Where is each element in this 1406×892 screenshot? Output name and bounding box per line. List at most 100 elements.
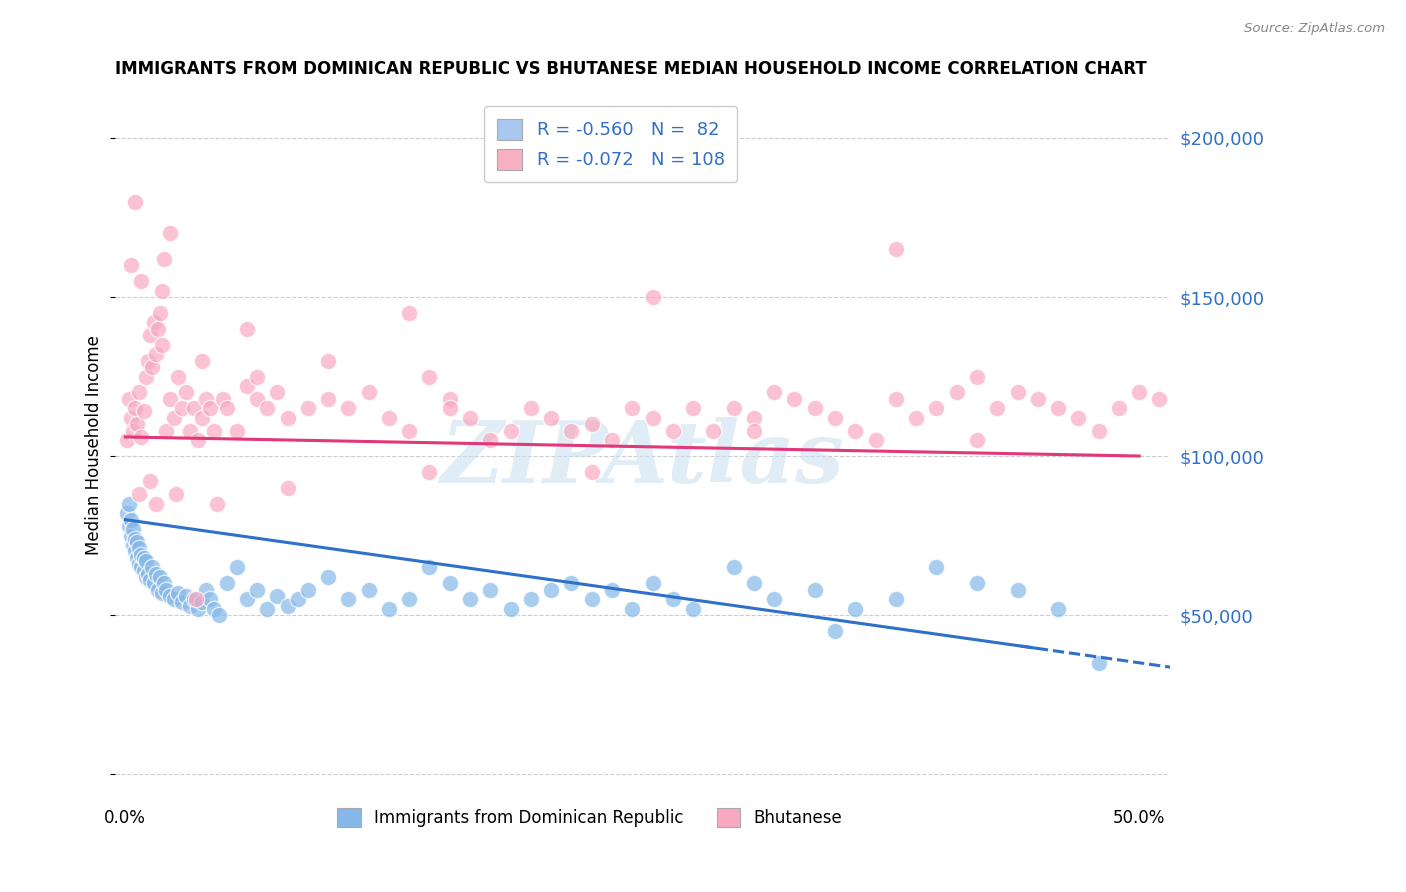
Point xyxy=(122,522,145,536)
Point xyxy=(204,601,226,615)
Point xyxy=(357,385,380,400)
Point xyxy=(316,353,339,368)
Point xyxy=(641,410,664,425)
Point xyxy=(136,566,159,581)
Point xyxy=(159,392,181,406)
Point xyxy=(378,601,401,615)
Point xyxy=(297,401,319,416)
Point xyxy=(439,576,461,591)
Point xyxy=(128,541,150,556)
Point xyxy=(179,599,201,613)
Point xyxy=(163,592,186,607)
Point xyxy=(159,589,181,603)
Point xyxy=(128,487,150,501)
Point xyxy=(167,586,190,600)
Point xyxy=(207,608,229,623)
Point xyxy=(138,573,160,587)
Point xyxy=(120,528,142,542)
Point xyxy=(118,519,141,533)
Point xyxy=(1067,410,1090,425)
Point xyxy=(174,385,197,400)
Point xyxy=(884,242,907,256)
Point xyxy=(118,392,141,406)
Point xyxy=(246,392,269,406)
Point xyxy=(1087,424,1109,438)
Point xyxy=(122,538,145,552)
Point xyxy=(966,369,988,384)
Point xyxy=(131,560,153,574)
Point xyxy=(124,544,146,558)
Point xyxy=(256,601,278,615)
Point xyxy=(641,290,664,304)
Point xyxy=(1047,601,1070,615)
Point xyxy=(191,353,214,368)
Point xyxy=(1007,385,1029,400)
Point xyxy=(560,424,582,438)
Point xyxy=(499,424,522,438)
Point xyxy=(149,306,172,320)
Point xyxy=(131,274,153,288)
Point xyxy=(581,465,603,479)
Point xyxy=(844,601,866,615)
Point xyxy=(1149,392,1171,406)
Point xyxy=(337,592,360,607)
Point xyxy=(183,592,205,607)
Point xyxy=(540,582,562,597)
Point xyxy=(439,401,461,416)
Point xyxy=(621,601,644,615)
Point xyxy=(170,401,193,416)
Point xyxy=(142,315,165,329)
Point xyxy=(155,582,177,597)
Point xyxy=(966,433,988,447)
Point xyxy=(149,570,172,584)
Point xyxy=(723,560,745,574)
Point xyxy=(204,424,226,438)
Point xyxy=(179,424,201,438)
Point xyxy=(128,557,150,571)
Point xyxy=(925,560,948,574)
Point xyxy=(1168,401,1191,416)
Point xyxy=(378,410,401,425)
Point xyxy=(165,487,187,501)
Point xyxy=(131,430,153,444)
Point xyxy=(276,481,298,495)
Point xyxy=(439,392,461,406)
Point xyxy=(884,592,907,607)
Point xyxy=(520,401,543,416)
Point xyxy=(128,385,150,400)
Point xyxy=(120,410,142,425)
Point xyxy=(120,258,142,272)
Point xyxy=(844,424,866,438)
Point xyxy=(803,582,825,597)
Point xyxy=(1007,582,1029,597)
Point xyxy=(150,586,173,600)
Point xyxy=(124,401,146,416)
Point xyxy=(287,592,309,607)
Point xyxy=(1047,401,1070,416)
Point xyxy=(159,227,181,241)
Point xyxy=(225,424,247,438)
Point xyxy=(662,424,685,438)
Point xyxy=(662,592,685,607)
Point xyxy=(127,535,149,549)
Point xyxy=(986,401,1008,416)
Point xyxy=(167,369,190,384)
Point xyxy=(246,369,269,384)
Point xyxy=(200,401,222,416)
Point xyxy=(183,401,205,416)
Point xyxy=(966,576,988,591)
Point xyxy=(884,392,907,406)
Point xyxy=(581,592,603,607)
Point xyxy=(215,576,238,591)
Point xyxy=(187,601,209,615)
Y-axis label: Median Household Income: Median Household Income xyxy=(86,335,103,555)
Point xyxy=(187,433,209,447)
Point xyxy=(117,506,139,520)
Point xyxy=(127,417,149,432)
Text: Source: ZipAtlas.com: Source: ZipAtlas.com xyxy=(1244,22,1385,36)
Point xyxy=(170,595,193,609)
Point xyxy=(131,548,153,562)
Point xyxy=(418,369,440,384)
Point xyxy=(266,589,288,603)
Point xyxy=(186,592,208,607)
